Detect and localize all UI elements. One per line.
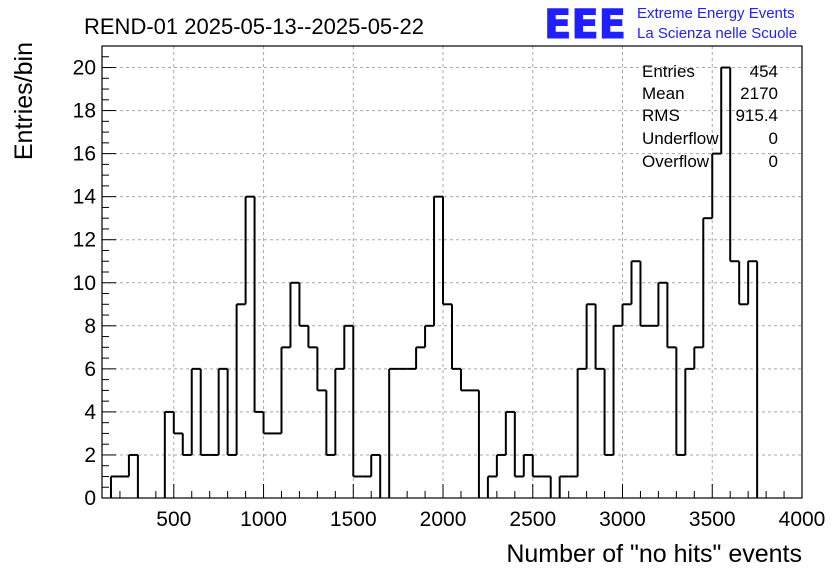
histogram-bin [531,454,542,478]
histogram-bin [325,390,336,456]
y-tick-label: 18 [73,100,96,123]
histogram-bin [442,196,452,306]
histogram-bin [738,261,749,306]
y-tick-label: 16 [73,143,96,166]
histogram-bin [576,367,587,477]
histogram-bin [388,367,399,498]
stats-value-entries: 454 [750,62,778,81]
axis-ticks: 500 1000 1500 2000 2500 3000 3500 4000024681012… [73,45,826,531]
stats-value-underflow: 0 [769,129,778,148]
histogram-bin [316,347,327,392]
y-tick-label: 20 [73,57,96,80]
histogram-bin [451,304,461,370]
y-axis-label: Entries/bin [10,42,38,160]
histogram-bin [127,453,138,477]
histogram-bin [226,368,237,456]
stats-value-mean: 2170 [740,84,778,103]
y-tick-label: 12 [73,229,96,252]
histogram-bin [289,281,300,348]
histogram-bin [621,303,632,326]
x-tick-label: 2000 [420,508,467,531]
histogram-bin [495,453,506,477]
stats-label-mean: Mean [642,84,685,103]
x-tick-label: 3000 [599,508,646,531]
y-tick-label: 14 [73,186,97,209]
grid [102,46,802,498]
histogram-bin [594,304,605,370]
histogram-bin [675,347,686,456]
histogram-bin [585,303,596,369]
histogram-bin [612,324,623,455]
y-tick-label: 2 [84,444,96,467]
histogram-bin [217,367,228,455]
histogram-bin [343,324,354,369]
y-tick-label: 10 [73,272,96,295]
histogram-bin [199,368,210,456]
histogram-bin [504,410,515,455]
histogram-bin [163,410,174,498]
eee-logo-mark: EEE [544,2,626,48]
stats-label-rms: RMS [642,106,680,125]
y-tick-label: 8 [84,315,96,338]
histogram-bin [109,475,120,498]
x-tick-label: 500 [156,508,191,531]
x-tick-label: 1500 [330,508,377,531]
histogram-bin [298,282,309,327]
y-tick-label: 4 [84,401,96,424]
histogram-bin [172,411,183,435]
y-tick-label: 0 [84,487,96,510]
histogram-bin [307,325,318,349]
histogram-bin [729,67,740,263]
histogram-bin [370,453,381,477]
histogram-bin [684,367,695,455]
histogram-bin [253,196,264,413]
histogram-bin [666,282,677,349]
histogram-bin [513,411,524,478]
eee-logo-line2: La Scienza nelle Scuole [637,25,797,42]
histogram-bin [522,453,533,477]
histogram-bin [747,260,759,498]
histogram-bin [657,281,668,326]
x-axis-label: Number of "no hits" events [506,540,802,568]
chart-title: REND-01 2025-05-13--2025-05-22 [84,14,424,39]
histogram-bin [711,152,722,219]
y-tick-label: 6 [84,358,96,381]
stats-label-entries: Entries [642,62,695,81]
histogram-bin [720,66,731,154]
x-tick-label: 4000 [779,508,826,531]
plot-frame [101,45,803,499]
stats-box: Entries 454 Mean 2170 RMS 915.4 Underflo… [642,62,778,171]
histogram-bin [603,368,614,456]
histogram-bin [262,411,273,435]
histogram-bin [558,475,569,498]
histogram-bin [352,325,363,478]
stats-value-rms: 915.4 [735,106,778,125]
x-tick-label: 2500 [509,508,556,531]
histogram-bin [702,217,713,348]
stats-label-overflow: Overflow [642,152,710,171]
histogram-bin [334,367,345,455]
histogram-bin [235,303,246,455]
histogram-bin [424,324,435,348]
x-tick-label: 1000 [240,508,287,531]
stats-label-underflow: Underflow [642,129,719,148]
stats-value-overflow: 0 [769,152,778,171]
histogram-bin [415,346,426,369]
histogram-bin [459,368,470,392]
eee-logo-line1: Extreme Energy Events [637,5,795,22]
eee-logo: EEE Extreme Energy Events La Scienza nel… [544,2,798,49]
histogram-bin [181,433,192,456]
histogram-bin [280,346,291,434]
histogram-bin [486,475,497,498]
histogram-bars [109,66,759,498]
histogram-bin [693,346,704,369]
x-tick-label: 3500 [689,508,736,531]
histogram-bin [433,195,444,326]
histogram-bin [639,261,650,327]
histogram-bin [244,195,255,305]
histogram-bin [190,367,201,455]
histogram-bin [630,260,641,305]
